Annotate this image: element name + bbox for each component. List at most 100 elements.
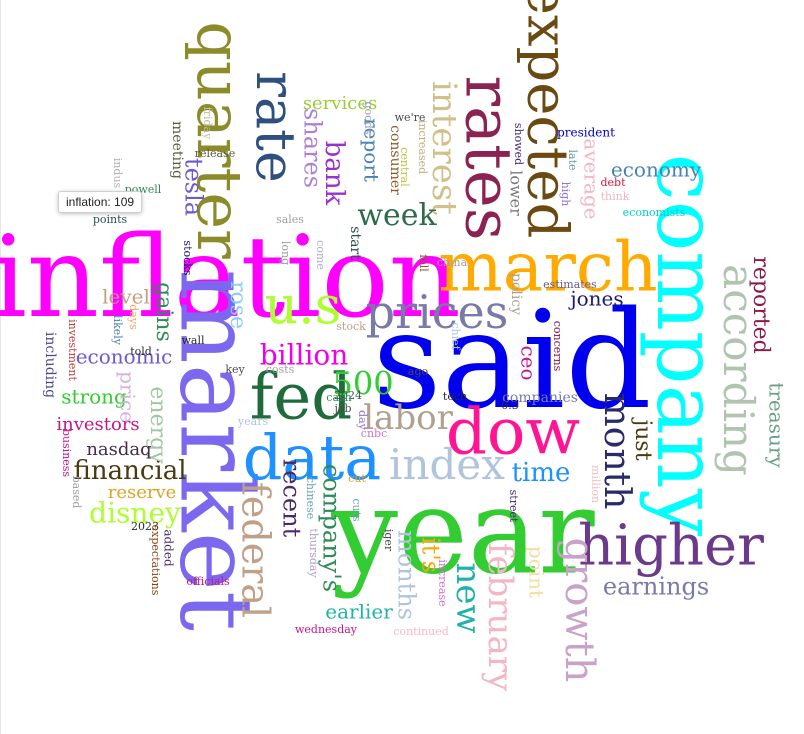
word-growth[interactable]: growth (556, 538, 602, 683)
word-labor[interactable]: labor (363, 398, 453, 438)
word-ago[interactable]: ago (408, 365, 429, 378)
word-fed[interactable]: fed (250, 361, 353, 435)
word-wall[interactable]: wall (181, 334, 204, 347)
word-months[interactable]: months (393, 530, 421, 620)
word-years[interactable]: years (237, 415, 269, 428)
word-economic[interactable]: economic (76, 345, 173, 369)
word-points[interactable]: points (93, 213, 128, 226)
word-investors[interactable]: investors (56, 414, 139, 435)
word-indus[interactable]: indus (111, 158, 124, 189)
word-likely[interactable]: likely (111, 315, 124, 346)
word-thursday[interactable]: thursday (307, 528, 320, 578)
word-cnbc[interactable]: cnbc (361, 427, 387, 440)
word-officials[interactable]: officials (186, 575, 230, 588)
word-billion[interactable]: billion (260, 339, 349, 372)
word-prices[interactable]: prices (366, 285, 509, 339)
word-higher[interactable]: higher (578, 514, 764, 579)
word-report[interactable]: report (360, 118, 384, 182)
word-point[interactable]: point (525, 546, 549, 598)
word-cut[interactable]: cut (348, 472, 366, 485)
word-ceo[interactable]: ceo (517, 345, 541, 380)
word-market[interactable]: market (157, 269, 274, 631)
word-reserve[interactable]: reserve (108, 482, 177, 503)
word-start[interactable]: start (347, 226, 363, 260)
word-average[interactable]: average (580, 138, 604, 219)
word-think[interactable]: think (601, 190, 630, 203)
word-days[interactable]: days (127, 304, 140, 330)
word-gains[interactable]: gains (151, 282, 176, 342)
word-company[interactable]: company (638, 154, 736, 537)
word-bank[interactable]: bank (319, 141, 349, 206)
word-earlier[interactable]: earlier (325, 600, 393, 624)
word-week[interactable]: week (357, 198, 437, 233)
word-job[interactable]: job (332, 402, 351, 415)
word-president[interactable]: president (557, 126, 615, 140)
word-late[interactable]: late (566, 149, 579, 170)
word-it-s[interactable]: it's (417, 537, 445, 573)
word-nasdaq[interactable]: nasdaq (86, 439, 151, 460)
word-cash[interactable]: cash (326, 391, 351, 404)
word-expectations[interactable]: expectations (149, 525, 162, 596)
word-day[interactable]: day (356, 410, 369, 431)
word-increased[interactable]: increased (416, 120, 429, 174)
word-month[interactable]: month (596, 393, 637, 510)
word-february[interactable]: february (480, 543, 520, 692)
word-new[interactable]: new (448, 562, 488, 633)
word-year[interactable]: year (330, 463, 595, 601)
word-index[interactable]: index (389, 440, 505, 489)
word-expected[interactable]: expected (515, 0, 580, 238)
word-stock[interactable]: stock (336, 320, 366, 333)
word-increase[interactable]: increase (436, 559, 449, 606)
word-investment[interactable]: investment (66, 319, 79, 381)
word-reported[interactable]: reported (748, 256, 773, 353)
word-time[interactable]: time (512, 458, 571, 488)
word-estimates[interactable]: estimates (543, 278, 597, 291)
word-cuts[interactable]: cuts (350, 498, 363, 522)
word-treasury[interactable]: treasury (765, 382, 789, 468)
word-tech[interactable]: tech (443, 390, 467, 403)
word-based[interactable]: based (70, 476, 83, 509)
word-stocks[interactable]: stocks (181, 240, 194, 276)
word-debt[interactable]: debt (600, 176, 626, 189)
word-quarter[interactable]: quarter (183, 21, 256, 259)
word-consumer[interactable]: consumer (387, 125, 403, 195)
word-federal[interactable]: federal (234, 482, 278, 618)
word-2023[interactable]: 2023 (131, 520, 159, 533)
word-rate[interactable]: rate (244, 71, 307, 183)
word-companies[interactable]: companies (502, 390, 578, 406)
word-services[interactable]: services (303, 93, 377, 114)
word-lower[interactable]: lower (507, 170, 526, 216)
word-shares[interactable]: shares (299, 108, 327, 188)
word-friday[interactable]: friday (201, 107, 214, 140)
word-march[interactable]: march (438, 229, 657, 308)
word-strong[interactable]: strong (61, 385, 127, 409)
word-dow[interactable]: dow (446, 396, 580, 470)
word-including[interactable]: including (42, 332, 58, 398)
word-jones[interactable]: jones (568, 287, 623, 311)
word-interest[interactable]: interest (424, 81, 464, 215)
word-company-s[interactable]: company's (318, 464, 346, 592)
word-rose[interactable]: rose (225, 281, 250, 329)
word-according[interactable]: according (714, 264, 763, 476)
word-earnings[interactable]: earnings (603, 573, 709, 601)
word-showed[interactable]: showed (512, 123, 525, 165)
word-economists[interactable]: economists (623, 206, 686, 219)
word-key[interactable]: key (225, 363, 245, 376)
word-energy[interactable]: energy (145, 386, 170, 464)
word-long[interactable]: long (279, 241, 292, 265)
word-we-re[interactable]: we're (395, 111, 426, 124)
word-wednesday[interactable]: wednesday (295, 623, 358, 636)
word-rates[interactable]: rates (451, 75, 525, 240)
word-street[interactable]: street (507, 490, 520, 523)
word-china[interactable]: china (437, 256, 468, 269)
word-data[interactable]: data (243, 421, 382, 494)
word-meeting[interactable]: meeting (169, 121, 185, 179)
word-economy[interactable]: economy (611, 158, 702, 182)
word-central[interactable]: central (398, 147, 411, 187)
word-u-s[interactable]: u.s (265, 277, 342, 337)
word-added[interactable]: added (162, 529, 176, 567)
word-financial[interactable]: financial (73, 456, 186, 486)
word-goods[interactable]: goods (362, 102, 375, 135)
word-policy[interactable]: policy (508, 273, 524, 315)
word-told[interactable]: told (130, 345, 152, 358)
